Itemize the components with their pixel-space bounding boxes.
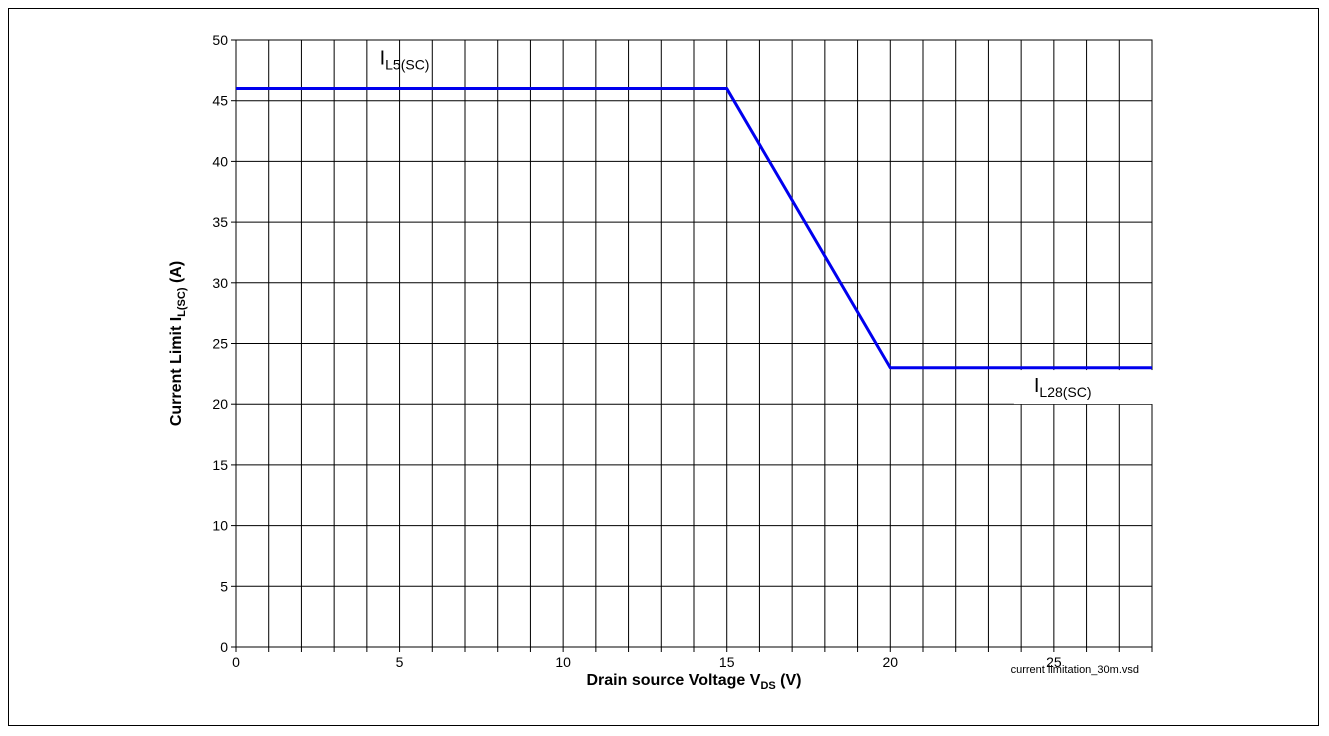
- y-tick-label: 10: [212, 518, 228, 534]
- y-tick-label: 25: [212, 336, 228, 352]
- annotation-backdrop: [1013, 370, 1168, 405]
- y-tick-label: 15: [212, 457, 228, 473]
- y-tick-label: 0: [220, 639, 228, 655]
- y-tick-label: 35: [212, 214, 228, 230]
- y-tick-label: 20: [212, 396, 228, 412]
- x-tick-label: 5: [396, 654, 404, 670]
- y-axis-title: Current Limit IL(SC) (A): [168, 261, 188, 426]
- series-group: [236, 87, 1152, 370]
- annotation-label: IL5(SC): [380, 47, 430, 72]
- y-tick-label: 40: [212, 153, 228, 169]
- x-axis-title: Drain source Voltage VDS (V): [586, 672, 801, 692]
- chart-frame: IL5(SC) IL28(SC) 0 5 10 15 20 25 30 35 40 45 50 0 5 10…: [8, 8, 1319, 726]
- y-tick-label: 50: [212, 32, 228, 48]
- y-tick-label: 30: [212, 275, 228, 291]
- x-tick-label: 20: [882, 654, 898, 670]
- current-limit-chart: IL5(SC) IL28(SC) 0 5 10 15 20 25 30 35 40 45 50 0 5 10…: [168, 32, 1168, 692]
- x-tick-label: 10: [555, 654, 571, 670]
- x-tick-label: 0: [232, 654, 240, 670]
- grid-lines: [231, 39, 1153, 652]
- x-tick-label: 25: [1046, 654, 1062, 670]
- x-tick-label: 15: [719, 654, 735, 670]
- tick-labels: 0 5 10 15 20 25 30 35 40 45 50 0 5 10 15 20 25: [212, 32, 1061, 670]
- annotation-label: IL28(SC): [1034, 375, 1092, 400]
- file-name-note: current limitation_30m.vsd: [1011, 664, 1139, 676]
- annotations: IL5(SC) IL28(SC): [380, 47, 1168, 405]
- series-line: [236, 87, 1152, 370]
- y-tick-label: 5: [220, 578, 228, 594]
- y-tick-label: 45: [212, 93, 228, 109]
